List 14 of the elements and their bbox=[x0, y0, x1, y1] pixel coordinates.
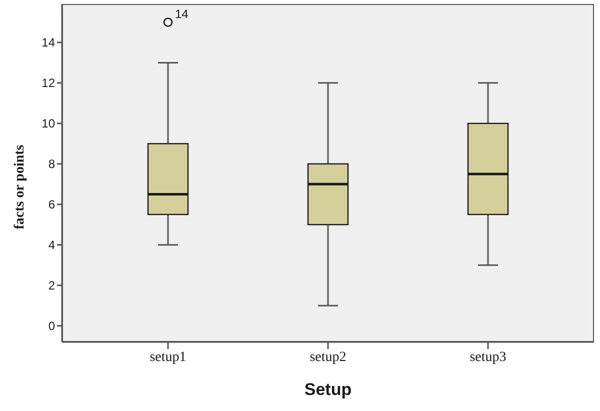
y-axis-title: facts or points bbox=[12, 144, 28, 230]
y-tick-label: 4 bbox=[48, 238, 56, 252]
y-tick-label: 6 bbox=[48, 198, 56, 212]
y-tick-label: 2 bbox=[48, 278, 56, 293]
y-tick-label: 14 bbox=[42, 36, 56, 50]
y-tick-label: 0 bbox=[48, 319, 56, 334]
y-tick-label: 8 bbox=[48, 157, 56, 172]
x-tick-label: setup3 bbox=[470, 350, 506, 365]
y-tick-label: 12 bbox=[42, 76, 56, 90]
annotation: 14 bbox=[175, 7, 189, 22]
x-axis-title: Setup bbox=[304, 380, 352, 399]
y-tick-label: 10 bbox=[42, 116, 56, 131]
x-tick-label: setup2 bbox=[310, 350, 346, 365]
x-tick-label: setup1 bbox=[150, 350, 186, 365]
